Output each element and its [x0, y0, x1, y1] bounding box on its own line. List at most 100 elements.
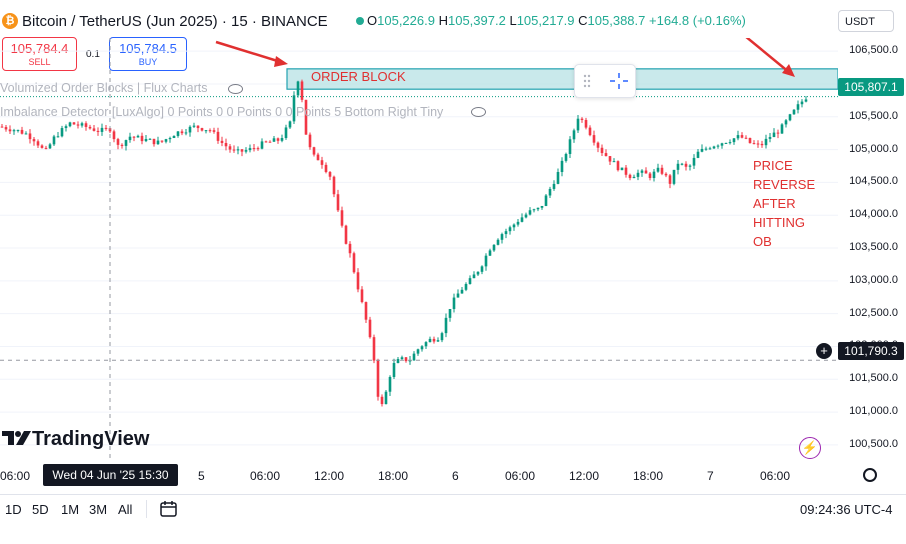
candle-body — [204, 130, 208, 132]
candle-body — [432, 338, 436, 342]
candle-body — [644, 170, 648, 174]
candle-body — [556, 172, 560, 184]
order-block-zone — [286, 68, 838, 90]
candle-body — [548, 188, 552, 196]
order-block-label: ORDER BLOCK — [311, 69, 406, 84]
range-1d-button[interactable]: 1D — [5, 502, 22, 517]
order-block-rect — [286, 68, 838, 90]
candle-body — [400, 357, 404, 360]
candle-body — [64, 126, 68, 129]
candle-body — [448, 309, 452, 318]
candle-body — [648, 173, 652, 178]
time-tick: 5 — [198, 469, 205, 483]
candle-body — [620, 167, 624, 171]
drawing-tool-panel[interactable] — [574, 64, 636, 98]
candle-body — [684, 163, 688, 167]
price-tick: 104,000.0 — [849, 208, 898, 221]
candle-body — [244, 150, 248, 152]
candle-body — [256, 148, 260, 150]
candle-body — [500, 234, 504, 240]
candle-body — [464, 283, 468, 290]
candle-body — [552, 183, 556, 189]
flash-icon[interactable]: ⚡ — [799, 437, 821, 459]
buy-button[interactable]: 105,784.5 BUY — [109, 37, 187, 71]
candle-body — [32, 139, 36, 142]
spread-value: 0.1 — [86, 49, 100, 60]
buy-label: BUY — [138, 57, 158, 67]
arrow-line — [215, 40, 285, 65]
candle-body — [352, 253, 356, 273]
candle-body — [88, 126, 92, 129]
candle-body — [688, 165, 692, 167]
currency-select[interactable]: USDT — [838, 10, 894, 32]
candle-body — [84, 123, 88, 127]
candles — [0, 79, 808, 407]
candle-body — [172, 135, 176, 139]
range-5d-button[interactable]: 5D — [32, 502, 49, 517]
time-tick: 6 — [452, 469, 459, 483]
calendar-icon[interactable] — [159, 500, 179, 518]
candle-body — [44, 147, 48, 149]
candle-body — [516, 221, 520, 225]
symbol-title[interactable]: Bitcoin / TetherUS (Jun 2025) · 15 · BIN… — [22, 13, 328, 30]
price-scale[interactable]: 106,500.0106,000.0105,500.0105,000.0104,… — [838, 38, 906, 458]
indicator-legend-luxalgo[interactable]: Imbalance Detector [LuxAlgo] 0 Points 0 … — [0, 105, 444, 119]
candle-body — [504, 231, 508, 235]
candle-body — [376, 360, 380, 397]
range-all-button[interactable]: All — [118, 502, 133, 517]
candle-body — [128, 136, 132, 141]
candle-body — [8, 129, 12, 132]
candle-body — [692, 157, 696, 166]
candle-body — [404, 357, 408, 362]
candle-body — [728, 142, 732, 144]
candle-body — [288, 121, 292, 128]
candle-body — [248, 148, 252, 151]
candle-body — [628, 174, 632, 179]
candle-body — [364, 302, 368, 320]
candle-body — [24, 133, 28, 135]
candle-body — [148, 138, 152, 140]
candle-body — [624, 167, 628, 175]
candle-body — [488, 250, 492, 256]
candle-body — [512, 224, 516, 228]
price-tick: 104,500.0 — [849, 175, 898, 188]
change-value: +164.8 (+0.16%) — [649, 13, 746, 28]
candle-body — [160, 140, 164, 142]
candle-body — [252, 148, 256, 150]
candle-body — [296, 81, 300, 96]
candle-body — [708, 148, 712, 150]
candle-body — [260, 141, 264, 149]
crosshair-icon[interactable] — [575, 65, 635, 97]
candle-body — [540, 205, 544, 208]
price-chart[interactable] — [0, 38, 838, 458]
candle-body — [656, 167, 660, 172]
candle-body — [28, 133, 32, 140]
candle-body — [324, 164, 328, 173]
sell-button[interactable]: 105,784.4 SELL — [2, 37, 77, 71]
candle-body — [316, 154, 320, 161]
eye-icon[interactable] — [228, 84, 243, 94]
candle-body — [680, 163, 684, 165]
utc-clock[interactable]: 09:24:36 UTC-4 — [800, 502, 893, 517]
range-3m-button[interactable]: 3M — [89, 502, 108, 517]
range-1m-button[interactable]: 1M — [61, 502, 80, 517]
candle-body — [712, 146, 716, 149]
price-tick: 105,500.0 — [849, 109, 898, 122]
candle-body — [224, 143, 228, 147]
add-alert-icon[interactable]: + — [816, 343, 832, 359]
settings-gear-icon[interactable] — [863, 468, 877, 482]
indicator-legend-flux[interactable]: Volumized Order Blocks | Flux Charts — [0, 81, 208, 95]
eye-icon[interactable] — [471, 107, 486, 117]
candle-body — [20, 129, 24, 134]
candle-body — [532, 209, 536, 211]
price-tick: 105,000.0 — [849, 142, 898, 155]
candle-body — [584, 119, 588, 128]
candle-body — [388, 376, 392, 392]
candle-body — [92, 128, 96, 131]
price-tick: 103,500.0 — [849, 241, 898, 253]
candle-body — [304, 99, 308, 135]
candle-body — [652, 171, 656, 178]
candle-body — [528, 210, 532, 215]
candle-body — [348, 243, 352, 254]
candle-body — [676, 163, 680, 170]
